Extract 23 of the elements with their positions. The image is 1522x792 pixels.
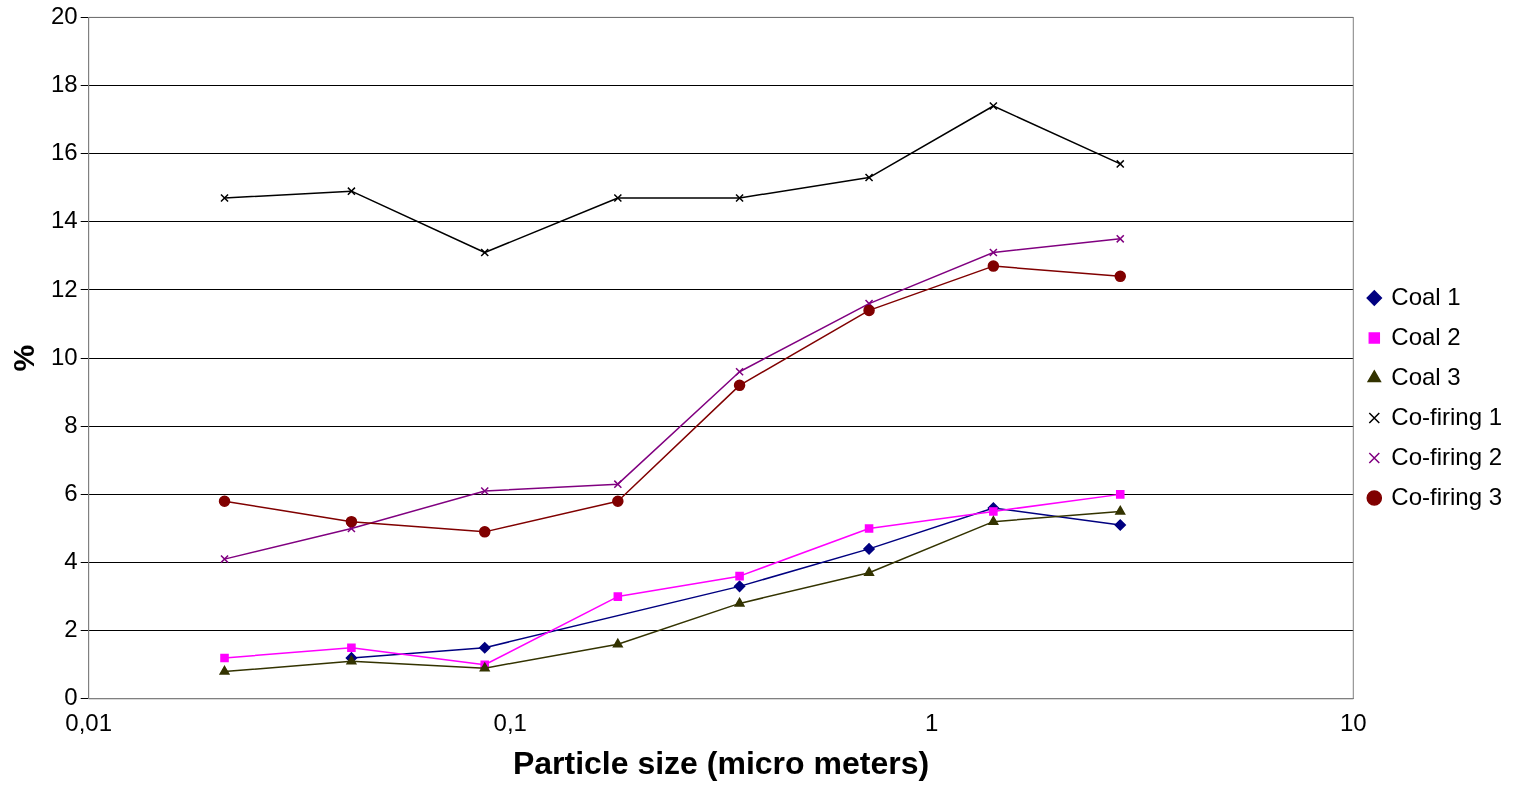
legend-label: Co-firing 1 — [1391, 402, 1503, 430]
y-tick-label: 10 — [50, 342, 78, 370]
y-tick-label: 16 — [50, 138, 78, 166]
y-tick-label: 2 — [64, 615, 78, 643]
x-axis-title: Particle size (micro meters) — [512, 744, 930, 781]
y-tick-label: 18 — [50, 70, 78, 98]
legend-label: Coal 3 — [1391, 362, 1461, 390]
legend-label: Co-firing 2 — [1391, 442, 1503, 470]
x-tick-label: 1 — [925, 708, 939, 736]
legend-label: Co-firing 3 — [1391, 482, 1503, 510]
y-tick-label: 4 — [64, 547, 78, 575]
y-axis-title: % — [7, 344, 41, 372]
y-tick-label: 8 — [64, 410, 78, 438]
y-tick-label: 12 — [50, 274, 78, 302]
y-tick-label: 14 — [50, 206, 78, 234]
x-tick-label: 0,1 — [493, 708, 527, 736]
legend-label: Coal 1 — [1391, 282, 1461, 310]
y-tick-label: 20 — [50, 2, 78, 30]
legend-label: Coal 2 — [1391, 322, 1461, 350]
x-tick-label: 0,01 — [65, 708, 113, 736]
y-tick-label: 0 — [64, 683, 78, 711]
x-tick-label: 10 — [1339, 708, 1367, 736]
y-tick-label: 6 — [64, 479, 78, 507]
